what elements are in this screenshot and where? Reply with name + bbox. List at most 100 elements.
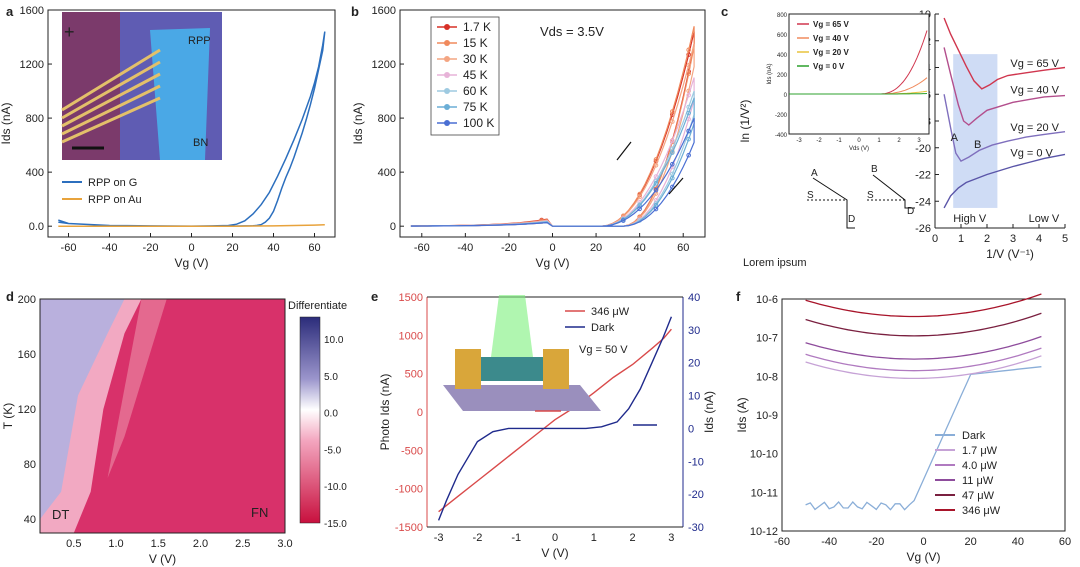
inset-legend-label: Vg = 65 V [813,20,849,29]
x-tick-label: 0 [549,242,555,254]
series-line-1 [439,317,672,521]
y-axis-label: Ids (nA) [351,102,365,144]
inset-ylabel: Ids (nA) [767,63,773,84]
x-tick-label: -60 [414,242,430,254]
panel-d-chart: d 0.5 1.0 1.5 2.0 2.5 3.0 40 80 120 160 200 V (V) T (… [0,285,365,567]
inset-x-tick: 1 [877,138,881,144]
iv-inset: 8006004002000-200-400-3 -2 -1 0 1 2 3Vds (V)Id… [767,13,929,152]
inset-x-tick: -3 [796,138,802,144]
inset-x-tick: -2 [816,138,822,144]
y-axis-label: Ids (nA) [0,102,13,144]
colorbar-tick: -15.0 [324,519,347,530]
y-tick-label: 400 [378,167,396,179]
device-image-inset: + RPPBN [62,12,222,160]
x-tick-label: 3 [1010,233,1016,245]
x-tick-label: -40 [457,242,473,254]
schematic-1-S: S [807,190,814,201]
y-tick-label: 0.0 [29,221,44,233]
x-tick-label: 2.0 [193,538,208,550]
panel-letter: c [721,4,728,19]
y-tick-label: 1200 [372,59,396,71]
x-tick-label: 3 [668,532,674,544]
schematic-2-S: S [867,190,874,201]
marker-A: A [951,132,959,144]
x-axis-label: Vg (V) [174,256,208,270]
y-tick-label: 10-10 [750,449,778,461]
y-tick-label: 0 [390,221,396,233]
inset-x-tick: 0 [857,138,861,144]
x-tick-label: 40 [267,242,279,254]
series-line-3 [411,78,694,227]
x-tick-label: 1 [591,532,597,544]
series-line-3 [806,337,1042,360]
x-tick-label: 5 [1062,233,1068,245]
inset-frame [789,14,929,134]
series-line-0 [806,367,1042,510]
y-tick-label: 800 [378,113,396,125]
y-tick-label: 10-12 [750,526,778,538]
x-tick-label: -1 [511,532,521,544]
y2-tick-label: 10 [688,391,700,403]
x-axis-label: V (V) [541,546,568,560]
x-tick-label: 0 [552,532,558,544]
x-tick-label: 1 [958,233,964,245]
x-tick-label: 1.5 [151,538,166,550]
y-tick-label: -1000 [395,484,423,496]
inset-y-tick: -200 [775,113,788,119]
panel-letter: f [736,289,741,304]
y-axis-label: Ids (A) [735,397,749,432]
colorbar-tick: 10.0 [324,335,344,346]
colorbar-tick: -5.0 [324,445,342,456]
legend-marker [444,72,450,78]
x-tick-label: 60 [308,242,320,254]
legend-label: 1.7 K [463,20,491,34]
y2-tick-label: 20 [688,358,700,370]
series-label: Vg = 65 V [1010,58,1059,70]
bn-label: BN [193,137,208,149]
legend-label: 60 K [463,84,488,98]
schematic-1-A: A [811,168,818,179]
legend-label: Dark [962,430,986,442]
series-line-0 [411,32,694,227]
electrode-right [543,349,569,389]
x-tick-label: -20 [501,242,517,254]
x-tick-label: 0 [188,242,194,254]
legend-label: 45 K [463,68,488,82]
inset-xlabel: Vds (V) [849,146,869,152]
inset-y-tick: 600 [777,33,788,39]
x-tick-label: -40 [821,536,837,548]
y-tick-label: 80 [24,459,36,471]
y-tick-label: 10-7 [756,333,778,345]
y-tick-label: 200 [18,294,36,306]
vg-annotation: Vg = 50 V [579,344,628,356]
y-tick-label: 800 [26,113,44,125]
y-tick-label: 10-9 [756,410,778,422]
legend-label: 15 K [463,36,488,50]
legend-label: 1.7 μW [962,445,998,457]
x-tick-label: 40 [634,242,646,254]
y-tick-label: 1200 [20,59,44,71]
y-axis-label: T (K) [1,403,15,429]
y-tick-label: -24 [915,196,931,208]
inset-y-tick: 400 [777,53,788,59]
series-label: Vg = 0 V [1010,147,1053,159]
colorbar-tick: 0.0 [324,409,338,420]
x-axis-label: Vg (V) [906,550,940,564]
legend-marker [444,24,450,30]
panel-f-chart: f-60 -40 -20 0 20 40 6010-610-710-810-910-1010… [730,285,1080,567]
x-axis-label: Vg (V) [535,256,569,270]
x-tick-label: 20 [590,242,602,254]
vds-annotation: Vds = 3.5V [540,24,604,39]
series-label: Vg = 20 V [1010,122,1059,134]
legend-label: RPP on Au [88,194,142,206]
x-tick-label: 2.5 [235,538,250,550]
arrow-up [617,142,631,160]
legend-label: 346 μW [591,306,630,318]
y2-tick-label: 40 [688,292,700,304]
panel-e-chart: e-1500-1000-500050010001500-30-20-100102… [365,285,730,567]
y-tick-label: 0 [417,407,423,419]
x-tick-label: -2 [473,532,483,544]
y-tick-label: -500 [401,445,423,457]
marker-B: B [974,139,981,151]
y-axis-label: ln (1/V²) [738,100,752,143]
